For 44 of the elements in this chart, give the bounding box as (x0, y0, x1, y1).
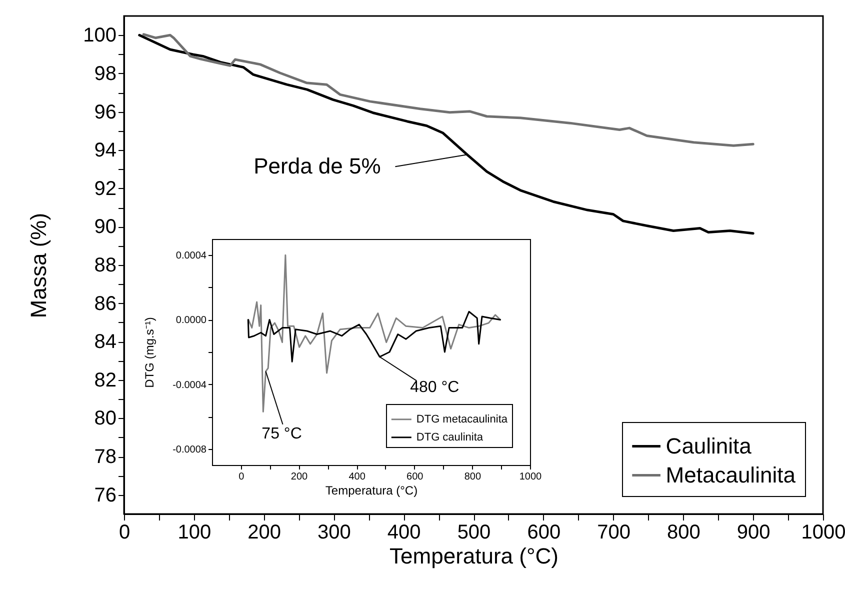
x-tick-label: 400 (387, 522, 421, 544)
x-axis-title: Temperatura (°C) (325, 484, 418, 498)
x-tick-label: 300 (318, 522, 351, 544)
x-tick-label: 800 (667, 522, 700, 544)
x-tick-label: 500 (457, 522, 491, 544)
y-tick-label: 90 (94, 216, 116, 238)
x-tick-label: 900 (736, 522, 770, 544)
y-tick-label: 98 (94, 62, 116, 85)
annotation: Perda de 5% (254, 154, 381, 179)
x-tick-label: 800 (464, 472, 482, 482)
y-tick-label: 0.0004 (176, 250, 207, 262)
annotation: 480 °C (410, 378, 460, 396)
x-tick-label: 600 (406, 472, 424, 482)
x-axis-title: Temperatura (°C) (390, 544, 558, 568)
y-tick-label: -0.0008 (172, 444, 207, 456)
y-tick-label: 88 (94, 254, 116, 276)
x-tick-label: 0 (118, 522, 130, 544)
y-tick-label: 96 (94, 101, 116, 124)
x-tick-label: 200 (290, 472, 308, 482)
y-tick-label: 82 (94, 369, 116, 392)
y-tick-label: 84 (94, 331, 116, 354)
y-tick-label: -0.0004 (172, 380, 207, 391)
x-tick-label: 700 (597, 522, 630, 544)
y-tick-label: 80 (94, 408, 116, 430)
x-tick-label: 0 (238, 472, 245, 482)
y-tick-label: 86 (94, 292, 116, 315)
y-axis-title: DTG (mg.s⁻¹) (142, 317, 157, 388)
x-tick-label: 1000 (801, 522, 845, 544)
legend-label: DTG metacaulinita (416, 413, 508, 426)
legend-label: Metacaulinita (666, 462, 796, 488)
legend-label: DTG caulinita (416, 431, 484, 444)
y-tick-label: 76 (94, 484, 116, 506)
annotation: 75 °C (262, 425, 302, 442)
y-tick-label: 94 (94, 140, 116, 162)
x-tick-label: 400 (348, 472, 366, 482)
y-tick-label: 0.0000 (176, 315, 207, 326)
x-tick-label: 1000 (519, 472, 542, 482)
y-axis-title: Massa (%) (26, 212, 52, 318)
y-tick-label: 100 (83, 24, 116, 47)
x-tick-label: 600 (527, 522, 561, 544)
x-tick-label: 200 (248, 522, 281, 544)
y-tick-label: 78 (94, 446, 116, 468)
legend-label: Caulinita (666, 433, 752, 458)
y-tick-label: 92 (94, 178, 116, 200)
